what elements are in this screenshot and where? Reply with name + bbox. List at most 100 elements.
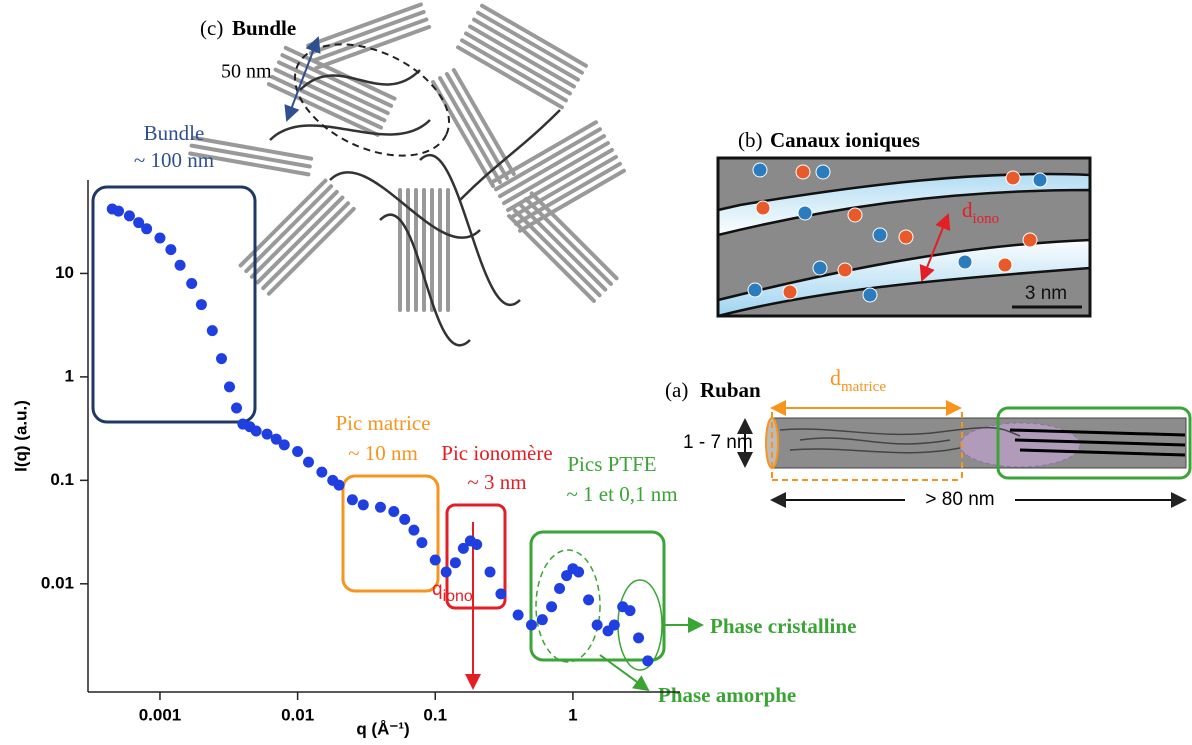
data-point xyxy=(278,439,290,451)
subscript: iono xyxy=(973,211,1000,227)
scale-label: 50 nm xyxy=(221,61,272,83)
x-tick-label: 1 xyxy=(568,705,577,724)
data-point xyxy=(583,594,595,606)
rod xyxy=(502,141,610,206)
data-point xyxy=(216,353,228,365)
rod xyxy=(498,134,606,199)
ions xyxy=(747,162,1048,303)
rod-group xyxy=(188,135,314,177)
d: d xyxy=(830,365,841,390)
data-point xyxy=(250,425,262,437)
x-axis-label: q (Å⁻¹) xyxy=(356,719,409,738)
d-matrice: dmatrice xyxy=(830,365,886,395)
ion xyxy=(1032,172,1048,188)
rod xyxy=(506,148,614,212)
data-point xyxy=(346,494,358,506)
data-point xyxy=(195,299,207,311)
data-point xyxy=(399,513,411,525)
ion xyxy=(755,200,771,216)
data-point xyxy=(141,223,153,235)
annotation: ~ 100 nm xyxy=(134,148,214,172)
arrow xyxy=(599,654,650,692)
rod xyxy=(476,10,584,75)
ion xyxy=(957,254,973,270)
chain xyxy=(269,119,431,141)
rod xyxy=(510,154,618,219)
rod xyxy=(456,45,564,110)
ion xyxy=(837,262,853,278)
bundle-box xyxy=(91,185,257,424)
cristal-ellipse xyxy=(617,579,663,671)
y-tick-label: 0.01 xyxy=(41,573,74,592)
ptfe-box xyxy=(529,530,666,662)
data-point xyxy=(633,632,645,644)
data-point xyxy=(608,619,620,631)
rod xyxy=(524,197,613,286)
d: d xyxy=(962,198,973,222)
d-iono: diono xyxy=(962,198,999,228)
rod xyxy=(308,9,426,56)
ion xyxy=(898,229,914,245)
data-point xyxy=(642,655,654,667)
panel-title: Ruban xyxy=(700,378,761,402)
amorphe-ellipse xyxy=(535,549,601,663)
data-point xyxy=(573,566,585,578)
data-point xyxy=(303,456,315,468)
data-point xyxy=(316,466,328,478)
annotation: Phase amorphe xyxy=(658,683,796,707)
annotation: ~ 1 et 0,1 nm xyxy=(566,482,677,506)
rod xyxy=(261,201,351,291)
chain xyxy=(459,109,561,201)
data-point xyxy=(591,619,603,631)
data-point xyxy=(357,499,369,511)
ion xyxy=(997,257,1013,273)
ptfe-box xyxy=(996,406,1192,480)
ribbon-fibers xyxy=(779,426,1021,454)
rod xyxy=(249,189,339,279)
rod xyxy=(494,127,602,192)
rod xyxy=(507,214,596,303)
rod xyxy=(438,76,502,184)
subscript: iono xyxy=(443,588,473,605)
data-point xyxy=(374,501,386,513)
data-point xyxy=(457,542,469,554)
q: q xyxy=(432,579,443,600)
annotation: Pic matrice xyxy=(335,411,430,435)
panel-label: (a) xyxy=(665,378,688,402)
rod xyxy=(188,151,311,177)
annotation: ~ 10 nm xyxy=(348,441,418,465)
data-point xyxy=(624,605,636,617)
length-label: > 80 nm xyxy=(925,489,994,510)
data-point xyxy=(270,433,282,445)
x-tick-label: 0.1 xyxy=(423,705,447,724)
rod-group xyxy=(507,191,619,303)
rod xyxy=(472,17,580,82)
ionomere-box xyxy=(445,503,507,610)
data-point xyxy=(525,619,537,631)
annotation: Pics PTFE xyxy=(567,452,656,476)
rod xyxy=(529,191,619,281)
chain xyxy=(379,213,471,347)
rod xyxy=(266,206,356,296)
q-iono: qiono xyxy=(432,579,473,605)
rod xyxy=(311,17,429,63)
y-tick-label: 10 xyxy=(55,263,74,282)
channel-frame xyxy=(716,156,1092,318)
panel-title: Canaux ioniques xyxy=(770,128,920,152)
chain xyxy=(419,154,521,306)
data-point xyxy=(554,583,566,595)
width-label: 1 - 7 nm xyxy=(683,432,753,453)
rod xyxy=(460,38,568,103)
data-point xyxy=(292,446,304,458)
rod xyxy=(490,120,598,185)
rod xyxy=(444,72,509,180)
annotation: ~ 3 nm xyxy=(467,470,526,494)
data-point xyxy=(333,479,345,491)
ion xyxy=(812,260,828,276)
ion xyxy=(1005,170,1021,186)
data-point xyxy=(484,566,496,578)
rod xyxy=(190,135,314,161)
data-point xyxy=(546,601,558,613)
rod xyxy=(468,24,576,89)
